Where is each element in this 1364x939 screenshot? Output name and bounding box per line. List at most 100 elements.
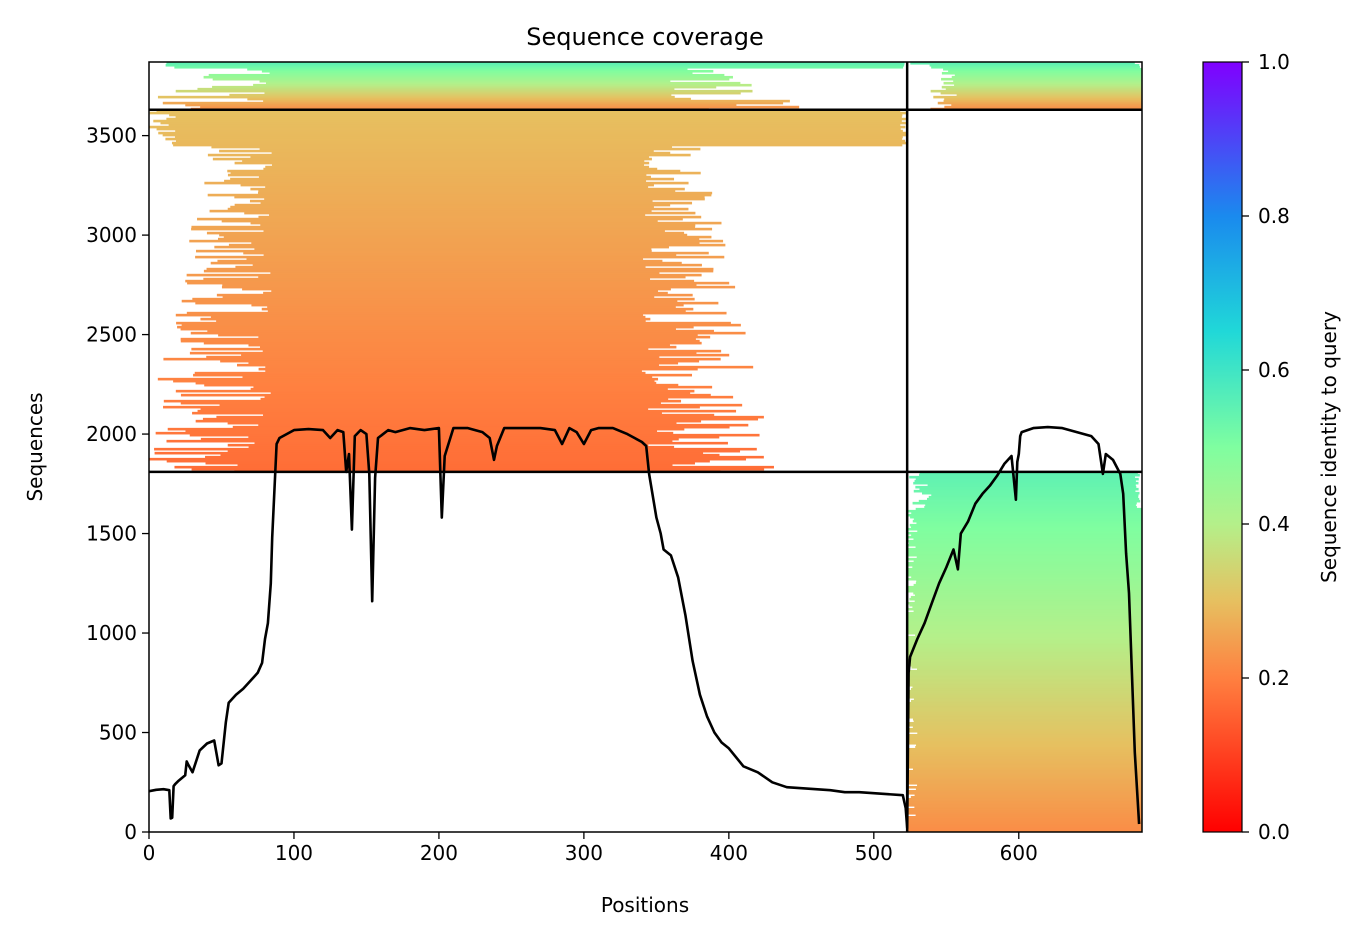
coverage-row (907, 791, 1142, 795)
coverage-row (250, 187, 685, 191)
coverage-row (189, 239, 724, 243)
coverage-row (930, 89, 1142, 93)
coverage-line-layer (149, 425, 1141, 830)
coverage-row (180, 393, 711, 397)
coverage-row (908, 755, 1142, 759)
coverage-row (234, 203, 671, 207)
coverage-row (174, 465, 774, 469)
coverage-row (951, 75, 1142, 79)
coverage-row (945, 87, 1142, 91)
coverage-row (907, 671, 1142, 675)
coverage-row (941, 77, 1142, 81)
coverage-row (921, 491, 1140, 495)
coverage-row (907, 817, 1142, 821)
coverage-row (907, 803, 1142, 807)
coverage-row (250, 387, 668, 391)
coverage-row (266, 81, 741, 85)
coverage-row (219, 233, 688, 237)
coverage-row (227, 207, 689, 211)
coverage-row (269, 213, 646, 217)
coverage-row (149, 457, 747, 461)
coverage-row (234, 195, 705, 199)
coverage-row (180, 327, 676, 331)
coverage-row (907, 637, 1142, 641)
coverage-row (910, 515, 1142, 519)
coverage-row (191, 347, 649, 351)
coverage-row (909, 475, 1136, 479)
coverage-row (207, 153, 691, 157)
coverage-row (907, 825, 1142, 829)
coverage-row (227, 169, 681, 173)
coverage-row (166, 459, 710, 463)
coverage-row (907, 613, 1142, 617)
coverage-row (913, 537, 1142, 541)
coverage-row (258, 175, 651, 179)
coverage-row (224, 179, 647, 183)
coverage-row (203, 341, 702, 345)
coverage-row (157, 377, 659, 381)
coverage-row (168, 123, 901, 127)
coverage-row (259, 345, 677, 349)
coverage-row (181, 323, 741, 327)
coverage-row (175, 129, 903, 133)
coverage-row (907, 811, 1142, 815)
colorbar-tick-label: 0.6 (1258, 358, 1290, 382)
coverage-row (263, 167, 658, 171)
coverage-row (911, 533, 1142, 537)
coverage-row (907, 689, 1142, 693)
coverage-row (243, 251, 709, 255)
coverage-row (200, 317, 651, 321)
coverage-row (258, 367, 698, 371)
coverage-row (927, 483, 1136, 487)
coverage-row (218, 333, 698, 337)
coverage-row (915, 745, 1142, 749)
coverage-row (271, 289, 659, 293)
coverage-row (237, 463, 673, 467)
coverage-row (271, 163, 645, 167)
coverage-row (232, 425, 730, 429)
coverage-row (267, 309, 686, 313)
coverage-row (912, 501, 1137, 505)
x-tick-label: 200 (420, 841, 458, 865)
coverage-row (907, 801, 1142, 805)
coverage-row (915, 545, 1142, 549)
coverage-row (907, 569, 1142, 573)
coverage-row (951, 103, 1142, 107)
coverage-row (209, 209, 652, 213)
colorbar-tick-label: 0.4 (1258, 512, 1290, 536)
coverage-row (230, 177, 675, 181)
coverage-row (907, 573, 1142, 577)
coverage-row (191, 225, 696, 229)
y-tick-label: 0 (124, 820, 137, 844)
coverage-row (929, 63, 1140, 67)
coverage-row (252, 263, 702, 267)
coverage-row (917, 731, 1142, 735)
coverage-row (907, 705, 1142, 709)
coverage-row (263, 413, 715, 417)
coverage-row (907, 707, 1142, 711)
coverage-row (907, 819, 1142, 823)
coverage-row (180, 339, 700, 343)
coverage-row (909, 597, 1142, 601)
coverage-row (915, 485, 1137, 489)
coverage-row (222, 295, 655, 299)
coverage-row (907, 675, 1142, 679)
coverage-row (907, 729, 1142, 733)
colorbar-tick-label: 0.2 (1258, 666, 1290, 690)
coverage-row (912, 767, 1142, 771)
coverage-row (919, 473, 1140, 477)
coverage-row (916, 579, 1142, 583)
coverage-row (913, 583, 1142, 587)
coverage-row (907, 585, 1142, 589)
coverage-row (197, 409, 737, 413)
coverage-row (227, 449, 741, 453)
coverage-row (907, 821, 1142, 825)
coverage-row (205, 455, 764, 459)
coverage-row (907, 621, 1142, 625)
block-bottom-right (907, 471, 1142, 832)
coverage-row (907, 509, 1142, 513)
coverage-row (202, 417, 759, 421)
coverage-row (235, 265, 646, 269)
coverage-row (907, 619, 1142, 623)
